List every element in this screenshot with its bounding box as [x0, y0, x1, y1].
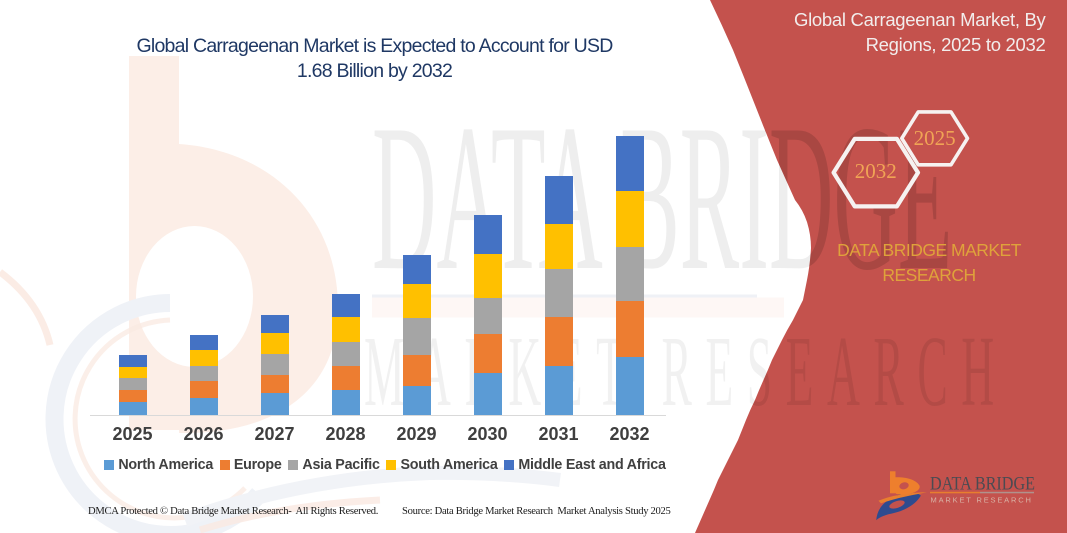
svg-text:DATA BRIDGE: DATA BRIDGE — [930, 474, 1035, 495]
svg-text:2032: 2032 — [855, 159, 897, 183]
svg-text:2025: 2025 — [914, 126, 956, 150]
svg-text:MARKET RESEARCH: MARKET RESEARCH — [931, 496, 1034, 505]
